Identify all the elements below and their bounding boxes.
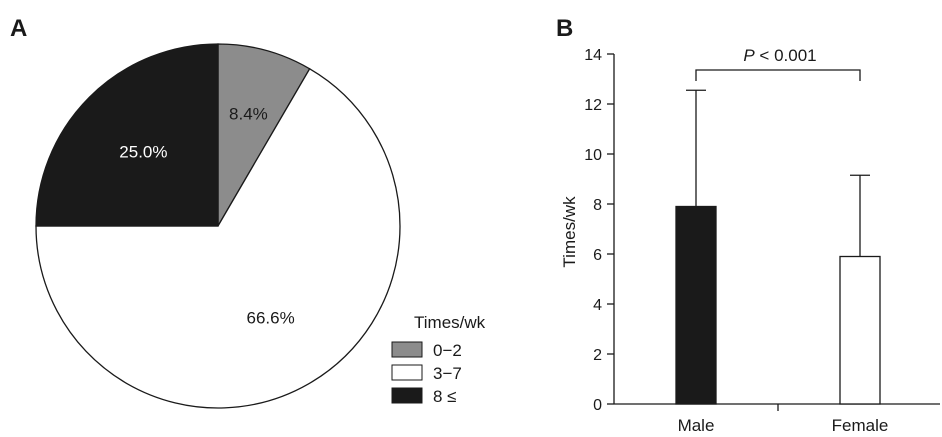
legend-swatch-1 — [392, 365, 422, 380]
y-tick-label-5: 10 — [584, 147, 602, 164]
pie-chart: 8.4% 66.6% 25.0% — [36, 44, 400, 408]
pie-slice-label-2: 25.0% — [119, 142, 167, 161]
y-tick-label-3: 6 — [593, 247, 602, 264]
p-symbol: P — [743, 46, 755, 65]
y-tick-label-0: 0 — [593, 397, 602, 414]
pie-slice-2 — [36, 44, 218, 226]
y-tick-label-7: 14 — [584, 47, 602, 64]
y-tick-label-1: 2 — [593, 347, 602, 364]
y-tick-label-4: 8 — [593, 197, 602, 214]
legend-title: Times/wk — [414, 313, 486, 332]
y-tick-label-2: 4 — [593, 297, 602, 314]
significance-annotation: P < 0.001 — [743, 46, 816, 65]
panel-label-a: A — [10, 15, 27, 42]
y-tick-label-6: 12 — [584, 97, 602, 114]
pie-slice-label-1: 66.6% — [246, 309, 294, 328]
legend-swatch-0 — [392, 342, 422, 357]
pie-slice-label-0: 8.4% — [229, 105, 268, 124]
pie-legend: Times/wk 0−2 3−7 8 ≤ — [392, 313, 486, 406]
legend-swatch-2 — [392, 388, 422, 403]
legend-label-0: 0−2 — [433, 341, 462, 360]
y-axis-title: Times/wk — [560, 196, 579, 268]
x-category-label-0: Male — [678, 416, 715, 435]
panel-label-b: B — [556, 15, 573, 42]
x-category-label-1: Female — [832, 416, 889, 435]
significance-bracket — [696, 70, 860, 81]
legend-label-1: 3−7 — [433, 364, 462, 383]
p-value-text: < 0.001 — [755, 46, 817, 65]
bar-0 — [676, 207, 716, 405]
bar-chart: Times/wk P < 0.001 0 2 4 6 8 10 12 14 Male Female — [560, 46, 940, 435]
legend-label-2: 8 ≤ — [433, 387, 457, 406]
bar-1 — [840, 257, 880, 405]
